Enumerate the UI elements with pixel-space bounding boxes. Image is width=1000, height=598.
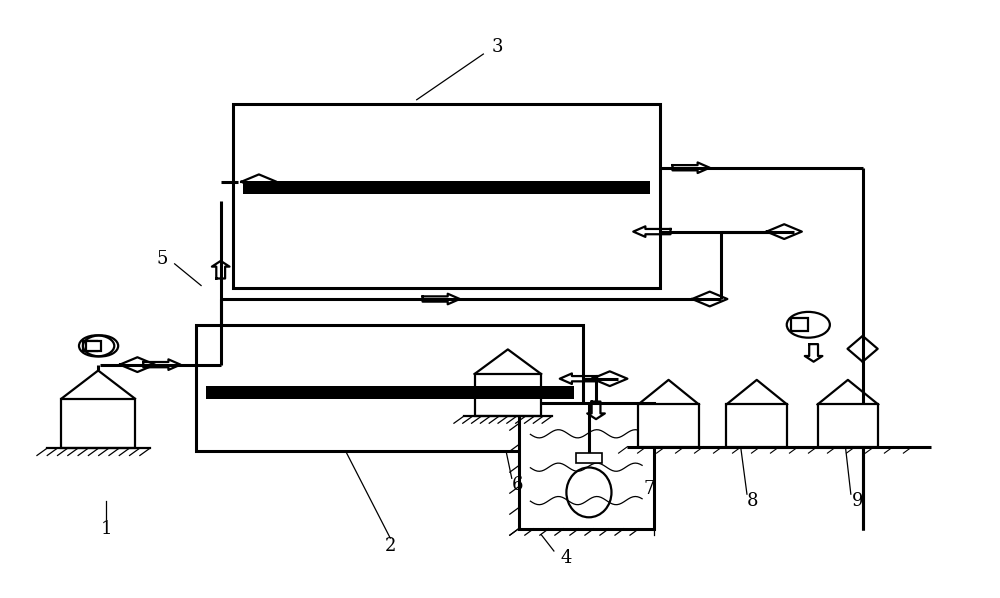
Bar: [638, 404, 699, 447]
Bar: [206, 386, 574, 399]
Text: 4: 4: [561, 549, 572, 567]
Bar: [791, 318, 808, 331]
Bar: [726, 404, 787, 447]
Bar: [475, 374, 541, 416]
Text: 8: 8: [747, 492, 759, 510]
Bar: [576, 453, 602, 463]
Text: 6: 6: [512, 477, 523, 495]
Bar: [243, 181, 650, 194]
Bar: [519, 402, 654, 529]
Text: 1: 1: [100, 520, 112, 538]
Bar: [196, 325, 583, 451]
Bar: [818, 404, 878, 447]
Text: 3: 3: [491, 38, 503, 56]
Text: 9: 9: [852, 492, 863, 510]
Text: 7: 7: [643, 480, 655, 499]
Bar: [233, 104, 660, 288]
Bar: [83, 341, 97, 351]
Bar: [61, 399, 135, 448]
Text: 5: 5: [156, 250, 168, 268]
Bar: [86, 341, 101, 351]
Text: 2: 2: [385, 538, 396, 556]
